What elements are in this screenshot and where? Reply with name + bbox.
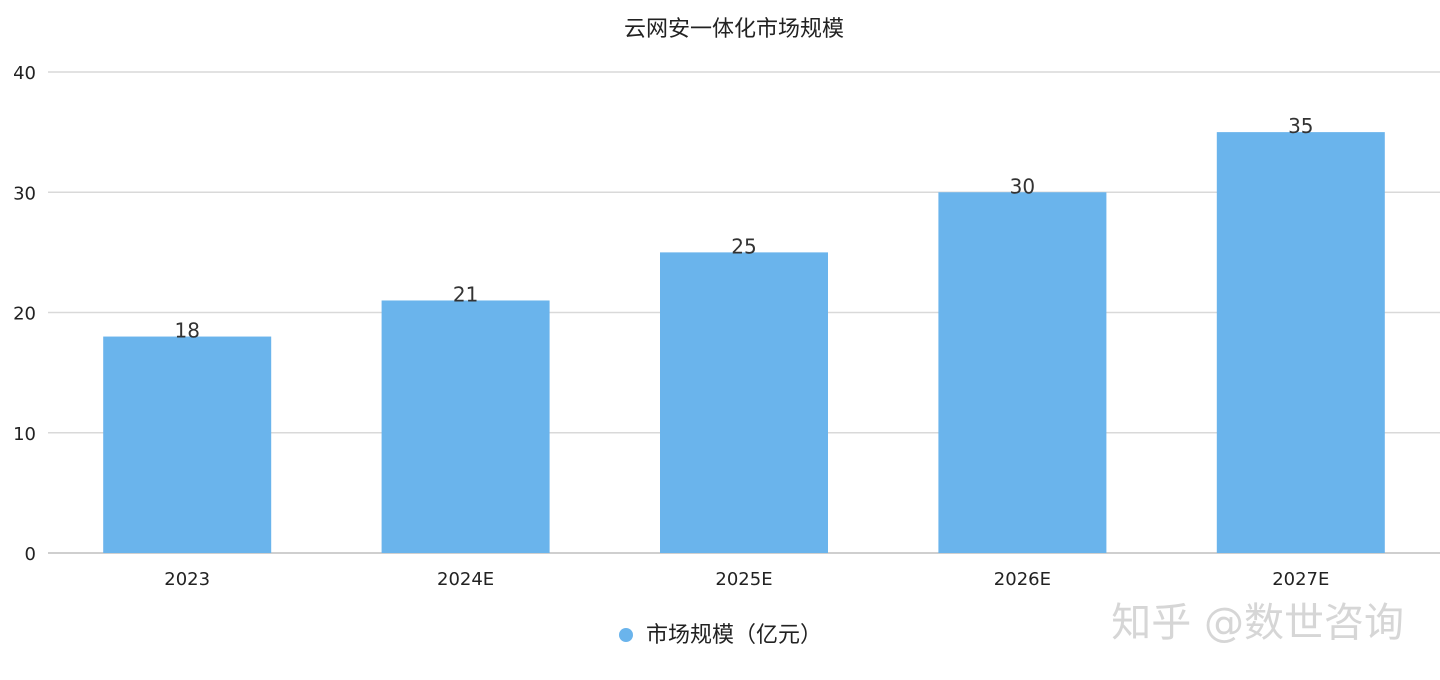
bar-2025E [660, 252, 828, 553]
y-tick-label: 0 [25, 544, 36, 565]
data-label: 30 [1010, 174, 1035, 198]
y-tick-label: 30 [13, 183, 36, 204]
y-tick-label: 20 [13, 304, 36, 325]
legend-label: 市场规模（亿元） [646, 623, 822, 648]
data-label: 25 [731, 234, 756, 258]
y-tick-label: 40 [13, 63, 36, 84]
bar-2026E [938, 192, 1107, 553]
bars: 18 21 25 30 35 [103, 114, 1385, 553]
x-tick-label: 2025E [715, 569, 772, 590]
watermark: 知乎 @数世咨询 [1111, 600, 1404, 646]
data-label: 21 [453, 282, 478, 306]
data-label: 18 [174, 319, 199, 343]
x-tick-label: 2026E [994, 569, 1051, 590]
legend: 市场规模（亿元） [619, 623, 822, 648]
legend-swatch [619, 628, 633, 642]
chart-title: 云网安一体化市场规模 [624, 17, 844, 42]
x-tick-label: 2024E [437, 569, 494, 590]
y-axis: 0 10 20 30 40 [13, 63, 36, 565]
bar-2027E [1216, 132, 1385, 553]
data-label: 35 [1288, 114, 1313, 138]
x-tick-label: 2023 [164, 569, 210, 590]
x-tick-label: 2027E [1272, 569, 1329, 590]
bar-2023 [103, 336, 272, 553]
bar-2024E [381, 300, 550, 553]
y-tick-label: 10 [13, 424, 36, 445]
x-axis: 2023 2024E 2025E 2026E 2027E [164, 569, 1329, 590]
